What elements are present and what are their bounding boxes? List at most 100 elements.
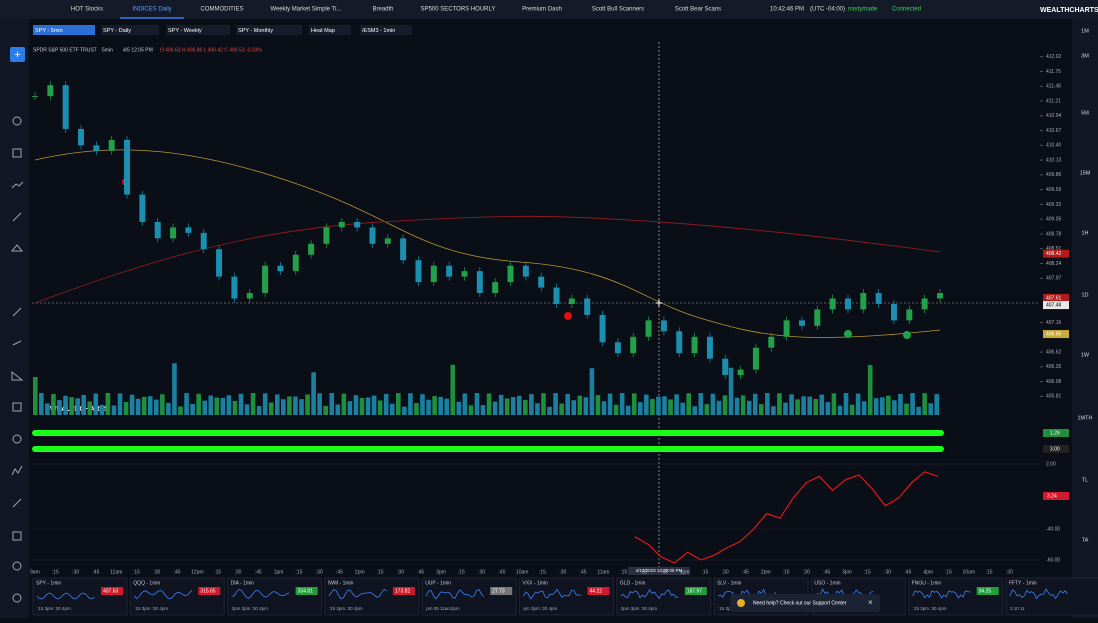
volume-bar [795, 399, 800, 415]
volume-bar [510, 397, 516, 415]
x-tick-label: 12pm [191, 569, 204, 575]
volume-bar [456, 401, 462, 415]
ticker-card[interactable] [616, 577, 712, 616]
timeframe[interactable]: 3M [1081, 53, 1089, 59]
timeframe[interactable]: 1D [1081, 292, 1088, 298]
x-tick-label: :30 [72, 569, 79, 575]
price-tag [1043, 301, 1069, 310]
top-tab[interactable]: Breadth [372, 7, 393, 13]
ticker-symbol: SLV - 1min [717, 580, 742, 586]
top-tab[interactable]: Scott Bull Scanners [592, 7, 644, 13]
volume-bar [353, 395, 359, 415]
volume-bar [898, 393, 903, 415]
ticker-card[interactable] [519, 577, 614, 616]
chart-tab-label: Heat Map [311, 28, 335, 34]
candle [752, 347, 759, 370]
indicator-tag-label: 3.00 [1050, 446, 1060, 452]
timeframe[interactable]: 15M [1080, 170, 1091, 176]
volume-bar [178, 406, 183, 415]
x-tick-label: :45 [498, 569, 505, 575]
ticker-card[interactable] [32, 577, 128, 616]
candle [200, 232, 207, 250]
top-tab[interactable]: HOT Stocks [71, 7, 103, 13]
top-tab[interactable]: INDICES Daily [132, 7, 171, 13]
moving-average-yellow [34, 149, 941, 338]
chart-tab[interactable] [360, 25, 412, 35]
top-tab[interactable]: Premium Dash [522, 7, 562, 13]
x-tick-label: :15 [864, 569, 871, 575]
volume-bar [535, 403, 540, 415]
ticker-axis: :15 3pm :30 4pm [913, 606, 947, 611]
top-tab[interactable]: Scott Bear Scans [675, 7, 721, 13]
timeframe[interactable]: 1MTH [1078, 415, 1093, 421]
volume-bar [674, 394, 679, 415]
indicator-value-tag [1043, 492, 1069, 500]
top-tab[interactable]: SP500 SECTORS HOURLY [421, 7, 496, 13]
chart-tab[interactable] [33, 25, 95, 35]
top-tab[interactable]: COMMODITIES [201, 7, 244, 13]
ticker-card[interactable] [129, 577, 225, 616]
timeframe[interactable]: 5M [1081, 110, 1089, 116]
support-close[interactable]: × [868, 598, 873, 607]
timezone: (UTC -04:00) [810, 7, 845, 13]
ticker-card[interactable] [324, 577, 420, 616]
volume-bar [317, 393, 322, 415]
chart-tab[interactable] [166, 25, 230, 35]
y-tick-label: 407.16 [1046, 320, 1062, 326]
volume-bar [468, 405, 474, 415]
y-tick-label: 410.40 [1046, 143, 1062, 149]
candle [262, 265, 269, 294]
volume-bar [855, 393, 861, 415]
y-tick-label: 408.24 [1046, 261, 1062, 267]
timeframe[interactable]: TA [1082, 537, 1089, 543]
volume-bar [819, 394, 825, 415]
timeframe[interactable]: TL [1082, 477, 1088, 483]
volume-bar [184, 393, 189, 415]
timeframe[interactable]: 1W [1081, 352, 1090, 358]
legend-interval: 5min [102, 47, 113, 53]
indicator-bar [32, 430, 944, 436]
volume-bar [262, 393, 268, 415]
candle [691, 336, 698, 354]
volume-bar [541, 393, 546, 415]
support-icon [737, 599, 745, 607]
volume-bar [559, 403, 564, 415]
ticker-price-tag [101, 587, 123, 595]
volume-bar [226, 395, 232, 415]
ticker-axis: pm 3pm :30 4pm [524, 606, 558, 611]
candle [277, 265, 284, 272]
volume-bar [607, 393, 613, 415]
indicator-bar [32, 446, 944, 452]
timeframe[interactable]: 1M [1081, 28, 1089, 34]
candle [768, 336, 775, 348]
chart-tab[interactable] [101, 25, 159, 35]
candle [216, 249, 223, 277]
candle [921, 298, 928, 310]
x-tick-label: :30 [722, 569, 729, 575]
x-tick-label: :45 [742, 569, 749, 575]
support-popup[interactable] [730, 594, 880, 612]
volume-bar [613, 404, 619, 415]
volume-bar [147, 396, 153, 415]
candle [492, 282, 499, 294]
price-tag [1043, 330, 1069, 339]
top-tab[interactable]: Weekly Market Simple Ti... [271, 7, 342, 13]
candle [829, 298, 836, 310]
x-tick-label: :45 [417, 569, 424, 575]
add-button[interactable] [10, 47, 25, 62]
signal-dot [844, 330, 852, 338]
volume-bar [281, 399, 286, 415]
timeframe[interactable]: 1H [1081, 230, 1088, 236]
ticker-card[interactable] [227, 577, 323, 616]
moving-average-red [34, 215, 941, 304]
x-tick-label: 10am [963, 569, 976, 575]
volume-bar [160, 394, 165, 415]
chart-tab[interactable] [309, 25, 351, 35]
volume-bar [93, 393, 99, 415]
volume-bar [843, 393, 849, 415]
chart-tab[interactable] [236, 25, 302, 35]
chart-tab-label: /ESM3 - 1min [362, 28, 395, 34]
volume-bar [202, 400, 207, 415]
volume-bar [166, 402, 171, 415]
